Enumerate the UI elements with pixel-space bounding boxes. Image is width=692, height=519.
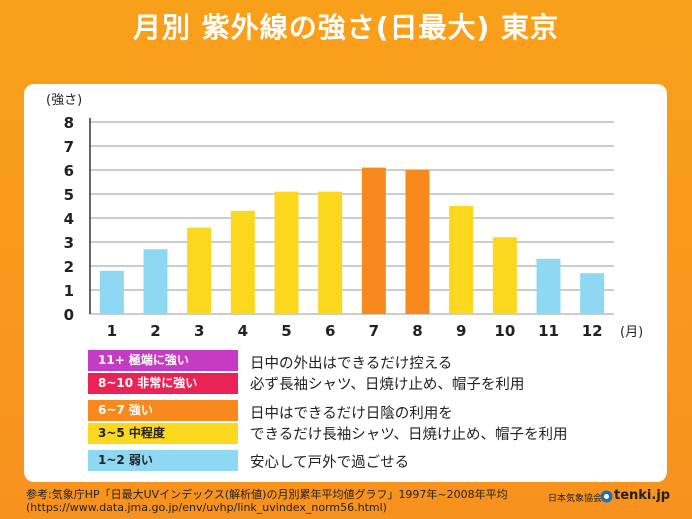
advice-low: 安心して戸外で過ごせる bbox=[250, 455, 410, 471]
x-axis-label: (月) bbox=[620, 325, 643, 340]
source-url: (https://www.data.jma.go.jp/env/uvhp/lin… bbox=[26, 501, 387, 514]
y-tick-label: 6 bbox=[64, 162, 74, 180]
bar-month-7 bbox=[361, 167, 386, 314]
bar-month-10 bbox=[492, 237, 517, 314]
x-tick-label: 4 bbox=[238, 322, 248, 340]
bar-month-11 bbox=[536, 258, 561, 314]
y-tick-label: 4 bbox=[64, 210, 74, 228]
legend-level-label: 6~7 強い bbox=[98, 403, 153, 417]
x-tick-label: 9 bbox=[456, 322, 466, 340]
x-tick-label: 11 bbox=[538, 322, 559, 340]
x-tick-label: 3 bbox=[194, 322, 204, 340]
y-tick-label: 1 bbox=[64, 282, 74, 300]
x-tick-label: 10 bbox=[494, 322, 515, 340]
advice-high-line1: 日中の外出はできるだけ控える bbox=[250, 356, 453, 372]
legend-level-label: 1~2 弱い bbox=[98, 453, 153, 467]
y-tick-label: 5 bbox=[64, 186, 74, 204]
y-axis-label: (強さ) bbox=[46, 93, 82, 108]
x-tick-label: 8 bbox=[412, 322, 422, 340]
y-tick-label: 3 bbox=[64, 234, 74, 252]
legend-level-extreme: 11+ 極端に強い bbox=[88, 350, 238, 371]
x-tick-label: 6 bbox=[325, 322, 335, 340]
x-tick-label: 12 bbox=[582, 322, 603, 340]
y-tick-label: 8 bbox=[64, 114, 74, 132]
bar-month-4 bbox=[230, 210, 255, 314]
legend-level-label: 11+ 極端に強い bbox=[98, 353, 189, 367]
x-tick-label: 5 bbox=[281, 322, 291, 340]
brand-name: tenki.jp bbox=[614, 488, 671, 503]
bar-month-3 bbox=[187, 227, 212, 314]
x-tick-label: 7 bbox=[369, 322, 379, 340]
page-title: 月別 紫外線の強さ(日最大) 東京 bbox=[132, 11, 560, 44]
source-note: 参考:気象庁HP「日最大UVインデックス(解析値)の月別累年平均値グラフ」199… bbox=[26, 488, 508, 501]
legend-level-very-strong: 8~10 非常に強い bbox=[88, 373, 238, 394]
bar-month-2 bbox=[143, 249, 168, 314]
x-tick-label: 1 bbox=[107, 322, 117, 340]
legend-level-strong: 6~7 強い bbox=[88, 400, 238, 421]
legend-level-moderate: 3~5 中程度 bbox=[88, 423, 238, 444]
bar-month-12 bbox=[580, 273, 605, 314]
advice-mid-line2: できるだけ長袖シャツ、日焼け止め、帽子を利用 bbox=[250, 427, 568, 443]
legend-level-label: 3~5 中程度 bbox=[98, 426, 165, 440]
y-tick-label: 0 bbox=[64, 306, 74, 324]
bar-month-8 bbox=[405, 170, 430, 314]
tenki-logo-icon bbox=[600, 490, 613, 503]
org-name: 日本気象協会 bbox=[548, 494, 603, 504]
x-tick-label: 2 bbox=[150, 322, 160, 340]
y-tick-label: 7 bbox=[64, 138, 74, 156]
advice-mid-line1: 日中はできるだけ日陰の利用を bbox=[250, 406, 453, 422]
bar-month-6 bbox=[318, 191, 343, 314]
advice-high-line2: 必ず長袖シャツ、日焼け止め、帽子を利用 bbox=[250, 377, 525, 393]
legend-level-weak: 1~2 弱い bbox=[88, 450, 238, 471]
legend-level-label: 8~10 非常に強い bbox=[98, 376, 198, 390]
bar-month-1 bbox=[99, 270, 124, 314]
chart-panel: 0 1 2 3 4 5 6 7 8 (強さ) 1 2 3 4 5 6 7 8 9 10 11 12 (月) 11+ 極端に強… bbox=[24, 84, 667, 482]
y-tick-label: 2 bbox=[64, 258, 74, 276]
bar-month-5 bbox=[274, 191, 299, 314]
bar-month-9 bbox=[449, 206, 474, 314]
